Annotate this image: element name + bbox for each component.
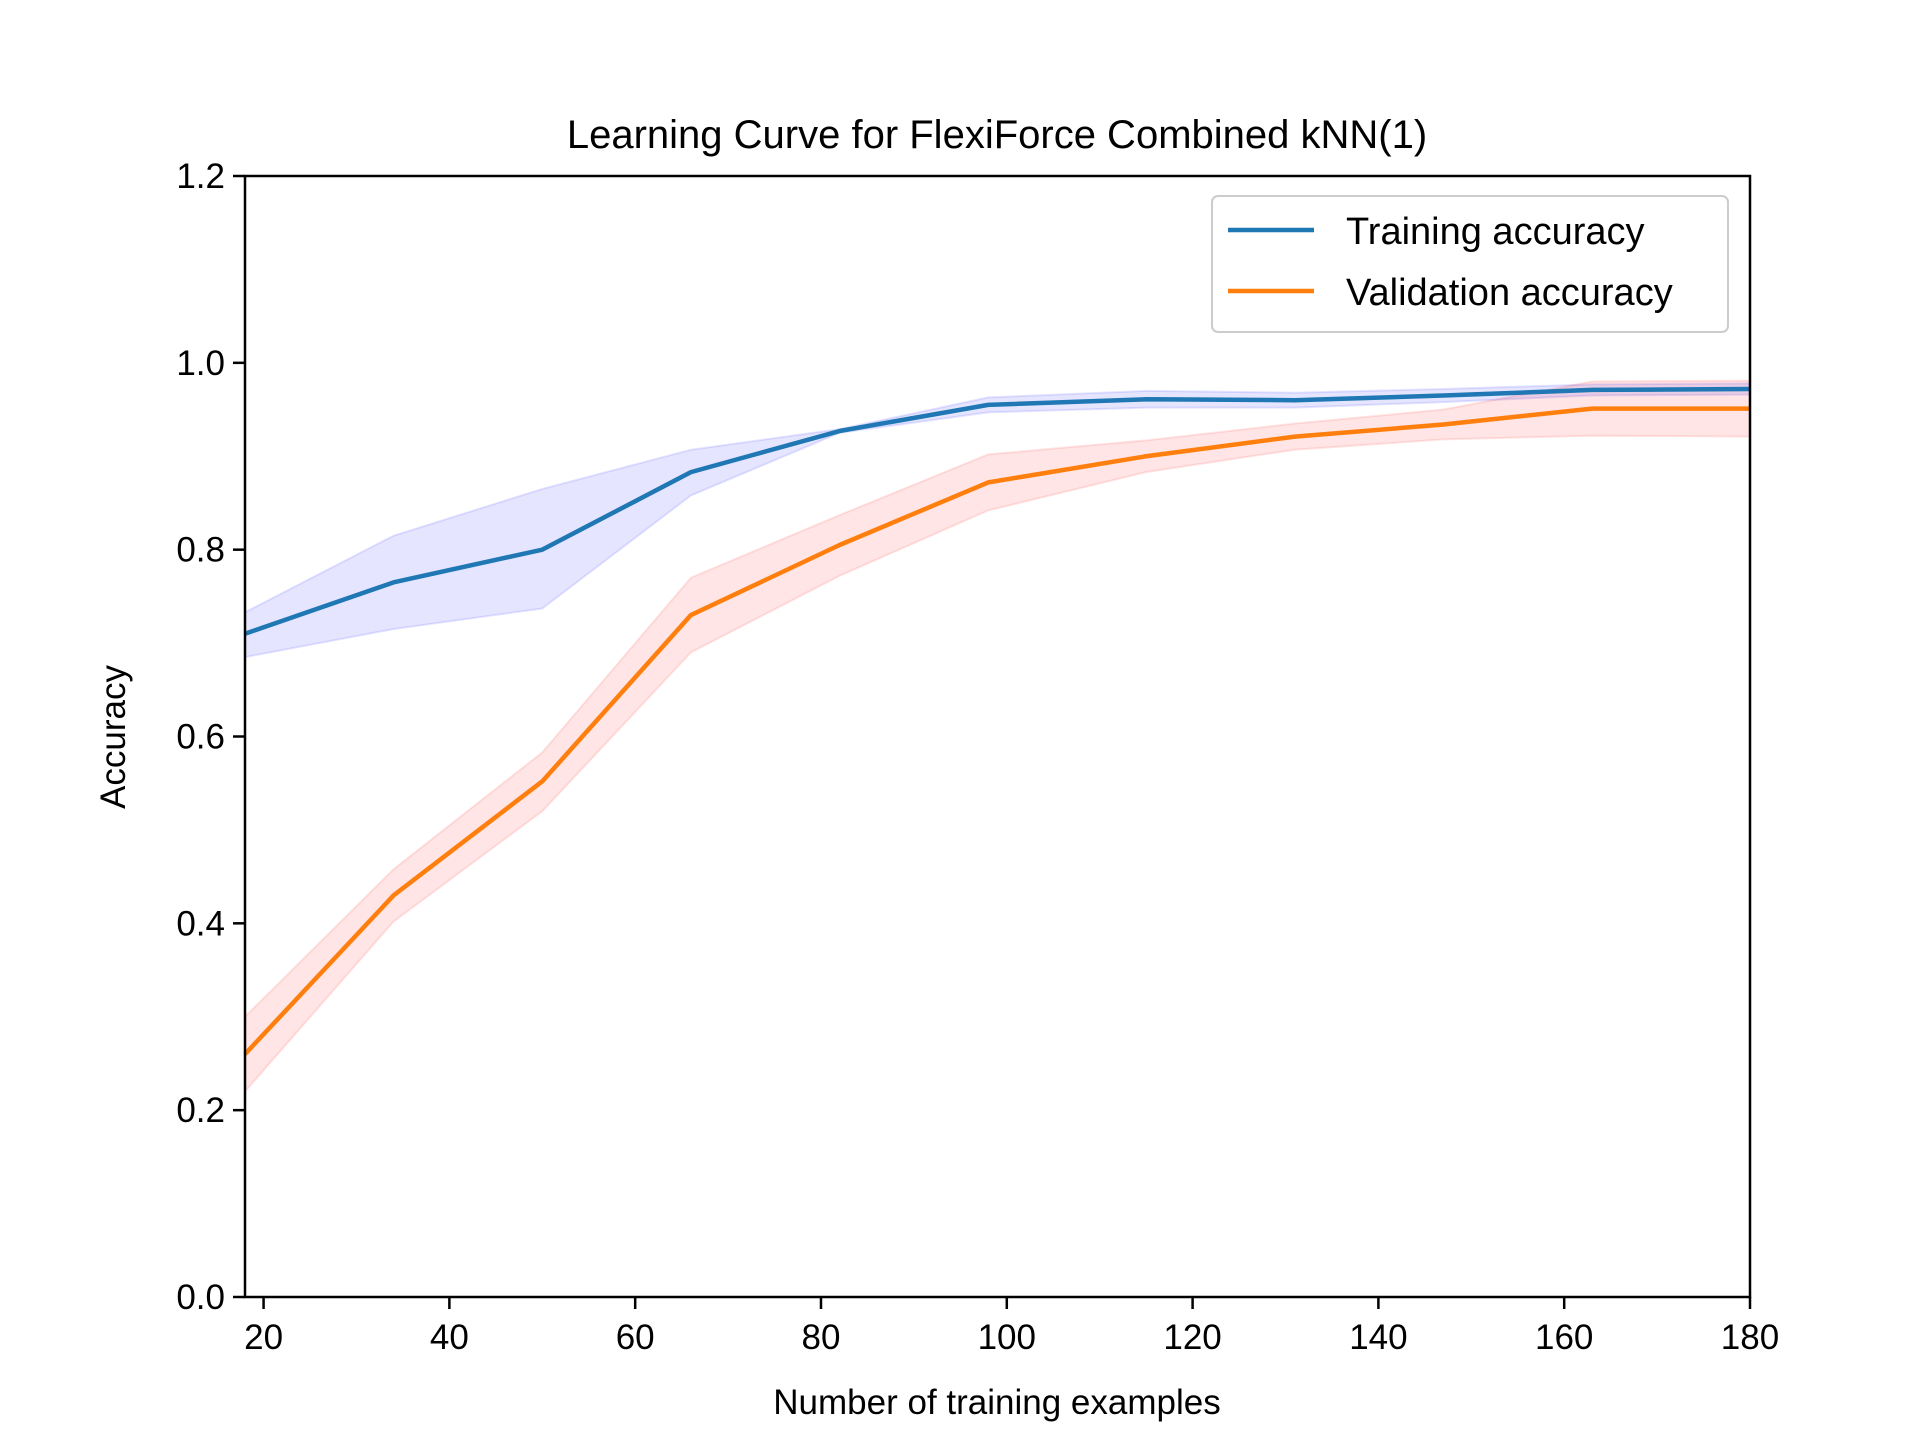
- y-tick-label: 1.2: [176, 157, 225, 196]
- x-tick-label: 180: [1721, 1318, 1779, 1357]
- x-axis-label: Number of training examples: [773, 1383, 1220, 1422]
- y-tick-label: 1.0: [176, 344, 225, 383]
- x-tick-label: 40: [430, 1318, 469, 1357]
- x-tick-label: 100: [978, 1318, 1036, 1357]
- x-tick-label: 20: [244, 1318, 283, 1357]
- x-tick-label: 160: [1535, 1318, 1593, 1357]
- legend-box: [1211, 195, 1729, 333]
- legend-label-training: Training accuracy: [1346, 211, 1645, 253]
- y-tick-label: 0.6: [176, 718, 225, 757]
- legend: Training accuracy Validation accuracy: [1211, 195, 1729, 333]
- x-tick-label: 80: [802, 1318, 841, 1357]
- series-lines: [243, 386, 1751, 1056]
- x-tick-label: 60: [616, 1318, 655, 1357]
- x-tick-label: 120: [1163, 1318, 1221, 1357]
- chart-title: Learning Curve for FlexiForce Combined k…: [567, 113, 1427, 157]
- y-axis-ticks: 0.0 0.2 0.4 0.6 0.8 1.0 1.2: [176, 157, 245, 1317]
- y-tick-label: 0.4: [176, 904, 225, 943]
- y-tick-label: 0.2: [176, 1091, 225, 1130]
- x-tick-label: 140: [1349, 1318, 1407, 1357]
- plot-area: [243, 379, 1751, 1095]
- legend-label-validation: Validation accuracy: [1346, 272, 1673, 314]
- y-tick-label: 0.0: [176, 1278, 225, 1317]
- x-axis-ticks: 20 40 60 80 100 120 140 160 180: [244, 1297, 1779, 1357]
- y-tick-label: 0.8: [176, 531, 225, 570]
- y-axis-label: Accuracy: [94, 665, 133, 809]
